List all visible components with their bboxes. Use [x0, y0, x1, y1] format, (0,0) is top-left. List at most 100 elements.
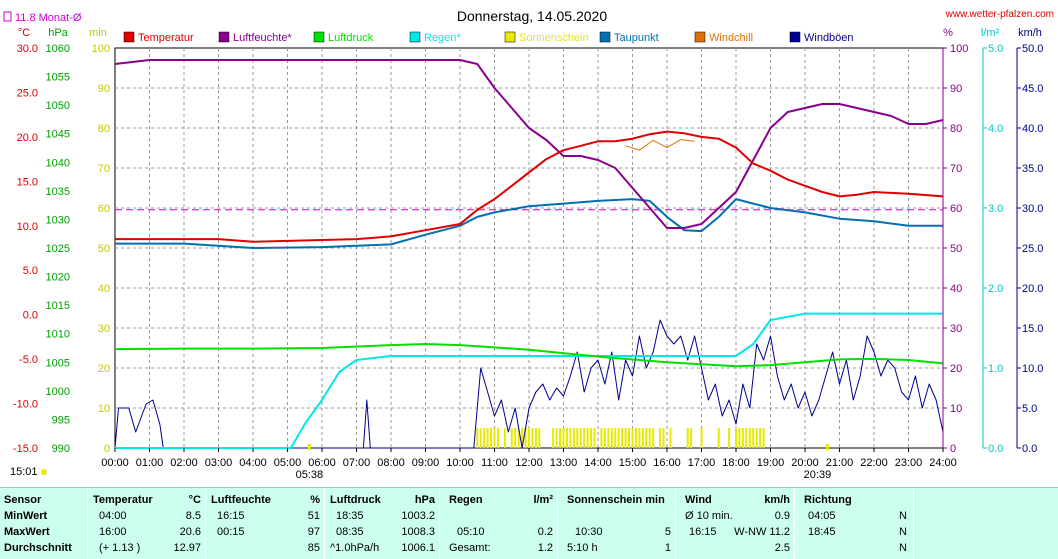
pressure-unit: hPa [48, 27, 68, 39]
sunshine-bar [610, 428, 613, 448]
temp-tick-label: 10.0 [17, 221, 38, 233]
stat-press-max-time: 08:35 [336, 526, 364, 538]
stat-rain-max: 0.2 [537, 526, 553, 538]
wind-tick-label: 40.0 [1022, 123, 1043, 135]
sunshine-bar [559, 428, 562, 448]
wind-tick-label: 0.0 [1022, 443, 1037, 455]
sunshine-bar [762, 428, 765, 448]
sunshine-bar [476, 428, 479, 448]
x-tick-label: 20:00 [791, 457, 819, 469]
pressure-tick-label: 1050 [46, 100, 70, 112]
sunshine-bar [483, 428, 486, 448]
stats-header-rain: Regen [449, 494, 483, 506]
legend-label: Taupunkt [614, 32, 659, 44]
sunshine-bar [700, 428, 703, 448]
pressure-tick-label: 1010 [46, 329, 70, 341]
sunshine-bar [738, 428, 741, 448]
legend-swatch [218, 31, 230, 43]
humidity-tick-label: 0 [950, 443, 956, 455]
sunshine-bar [617, 428, 620, 448]
stats-col-temp: Temperatur °C 04:00 8.5 16:00 20.6 (+ 1.13… [89, 488, 206, 559]
minutes-tick-label: 60 [98, 203, 110, 215]
x-tick-label: 00:00 [101, 457, 129, 469]
sunshine-bar [562, 428, 565, 448]
sunshine-bar [600, 428, 603, 448]
sunshine-bar [569, 428, 572, 448]
minutes-tick-label: 100 [92, 43, 110, 55]
stat-temp-trend: (+ 1.13 ) [99, 542, 141, 554]
humidity-tick-label: 10 [950, 403, 962, 415]
pressure-tick-label: 1040 [46, 157, 70, 169]
stat-hum-min-time: 16:15 [217, 510, 245, 522]
stat-temp-min: 8.5 [185, 510, 201, 522]
x-tick-label: 16:00 [653, 457, 681, 469]
stat-temp-min-time: 04:00 [99, 510, 127, 522]
stat-dir-max: N [899, 526, 907, 538]
sunshine-bar [607, 428, 610, 448]
legend-swatch [313, 31, 325, 43]
stat-press-max: 1008.3 [401, 526, 435, 538]
wind-tick-label: 25.0 [1022, 243, 1043, 255]
sunshine-bar [752, 428, 755, 448]
legend-label: Temperatur [138, 32, 194, 44]
stat-wind-max-time: 16:15 [689, 526, 717, 538]
site-url[interactable]: www.wetter-pfalzen.com [945, 9, 1054, 20]
temp-tick-label: -15.0 [13, 443, 38, 455]
minutes-tick-label: 90 [98, 83, 110, 95]
sunshine-bar [576, 428, 579, 448]
x-tick-label: 05:00 [274, 457, 302, 469]
monthly-avg-marker [3, 11, 12, 22]
stat-sun-avg: 1 [664, 542, 671, 554]
series-windben [114, 319, 944, 449]
wind-tick-label: 20.0 [1022, 283, 1043, 295]
stat-dir-min: N [899, 510, 907, 522]
x-tick-label: 08:00 [377, 457, 405, 469]
stats-row-label-avg: Durchschnitt [4, 542, 72, 554]
sunshine-bar [538, 428, 541, 448]
legend-label: Sonnenschein [519, 32, 589, 44]
temp-tick-label: 5.0 [23, 265, 38, 277]
pressure-tick-label: 1060 [46, 43, 70, 55]
sunshine-bar [728, 428, 731, 448]
sunset-marker [825, 444, 829, 450]
stats-header-sensor: Sensor [4, 494, 42, 506]
sun-icon [41, 469, 47, 475]
sunshine-bar [628, 428, 631, 448]
stats-header-press: Luftdruck [330, 494, 381, 506]
stat-hum-avg: 85 [307, 542, 320, 554]
stat-sun-max: 5 [664, 526, 671, 538]
stat-press-min: 1003.2 [401, 510, 435, 522]
legend-swatch [409, 31, 421, 43]
stats-col-humidity: Luftfeuchte % 16:15 51 00:15 97 85 [207, 488, 325, 559]
sunshine-bar [669, 428, 672, 448]
stat-dir-max-time: 18:45 [808, 526, 836, 538]
sunshine-bar [631, 428, 634, 448]
wind-tick-label: 30.0 [1022, 203, 1043, 215]
pressure-tick-label: 1035 [46, 186, 70, 198]
humidity-tick-label: 90 [950, 83, 962, 95]
stats-header-hum: Luftfeuchte [211, 494, 271, 506]
sunshine-bar [552, 428, 555, 448]
sunshine-bar [534, 428, 537, 448]
stat-rain-max-time: 05:10 [457, 526, 485, 538]
temp-tick-label: 0.0 [23, 310, 38, 322]
sunshine-bar [514, 428, 517, 448]
stat-sun-max-time: 10:30 [575, 526, 603, 538]
rain-tick-label: 5.0 [988, 43, 1003, 55]
rain-unit: l/m² [981, 27, 1000, 39]
pressure-tick-label: 1045 [46, 129, 70, 141]
stat-wind-avg: 2.5 [774, 542, 790, 554]
x-tick-label: 17:00 [688, 457, 716, 469]
stats-header-sun: Sonnenschein min [567, 494, 665, 506]
wind-tick-label: 45.0 [1022, 83, 1043, 95]
stat-temp-max-time: 16:00 [99, 526, 127, 538]
humidity-tick-label: 100 [950, 43, 968, 55]
humidity-unit: % [943, 27, 953, 39]
sunshine-bar [641, 428, 644, 448]
sunshine-bar [521, 428, 524, 448]
sunshine-bar [593, 428, 596, 448]
stat-hum-max: 97 [307, 526, 320, 538]
x-tick-label: 12:00 [515, 457, 543, 469]
temp-tick-label: -10.0 [13, 399, 38, 411]
stat-dir-min-time: 04:05 [808, 510, 836, 522]
